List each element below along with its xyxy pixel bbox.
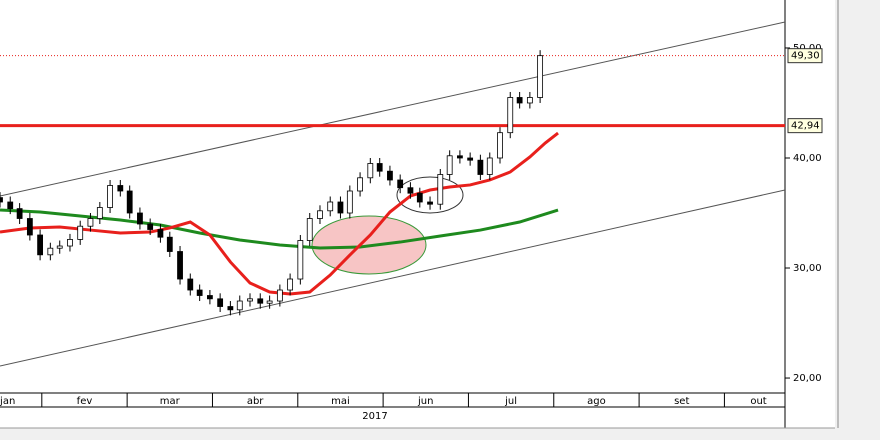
chart-background xyxy=(0,0,835,428)
candle-body xyxy=(26,218,33,236)
candle-body xyxy=(157,229,164,238)
x-tick-label: out xyxy=(750,396,766,407)
candle-body xyxy=(47,247,54,256)
candle-body xyxy=(166,236,173,252)
candle-body xyxy=(467,157,474,161)
candle-body xyxy=(346,190,353,214)
candle-body xyxy=(537,55,544,98)
candle-body xyxy=(107,185,113,208)
x-tick-label: jan xyxy=(0,396,15,407)
price-tag-label: 42,94 xyxy=(791,121,820,132)
candle-body xyxy=(357,177,363,192)
x-tick-label: abr xyxy=(247,396,264,407)
candle-body xyxy=(247,298,253,302)
candle-body xyxy=(227,306,234,311)
y-tick-label: 40,00 xyxy=(793,153,822,164)
candle-body xyxy=(526,97,533,104)
x-tick-label: jul xyxy=(504,396,517,407)
moving-average xyxy=(0,131,559,296)
candle-body xyxy=(0,197,3,203)
candle-body xyxy=(236,300,243,311)
candle-body xyxy=(96,207,103,219)
candle-body xyxy=(196,289,203,296)
candle-body xyxy=(207,295,213,300)
candle-body xyxy=(266,300,273,304)
candle-body xyxy=(137,212,143,225)
channel-line xyxy=(0,189,786,367)
price-tag xyxy=(787,118,823,134)
candle-body xyxy=(306,218,313,241)
channel-line xyxy=(0,21,786,197)
candle-body xyxy=(407,187,414,194)
candle-body xyxy=(257,298,264,304)
candle-body xyxy=(376,163,383,172)
candle-body xyxy=(457,155,463,159)
year-label: 2017 xyxy=(362,411,387,422)
candle-body xyxy=(177,251,183,280)
highlight-ellipse xyxy=(396,176,464,214)
y-tick-label: 20,00 xyxy=(793,373,822,384)
candle-body xyxy=(126,190,133,214)
price-tag-label: 49,30 xyxy=(791,51,820,62)
side-panel xyxy=(835,0,880,436)
x-tick-label: fev xyxy=(77,396,93,407)
candle-body xyxy=(56,245,63,249)
y-tick-label: 30,00 xyxy=(793,263,822,274)
candle-body xyxy=(16,208,23,219)
candle-body xyxy=(477,159,484,175)
candle-body xyxy=(497,132,503,159)
candle-body xyxy=(297,240,304,280)
x-tick-label: set xyxy=(674,396,689,407)
price-tag xyxy=(787,48,823,64)
moving-average xyxy=(0,208,559,250)
candle-body xyxy=(147,223,154,230)
candle-body xyxy=(87,218,94,227)
candle-body xyxy=(486,157,493,175)
candle-body xyxy=(7,201,14,210)
candle-body xyxy=(516,97,523,104)
candle-body xyxy=(327,201,334,212)
x-tick-label: jun xyxy=(417,396,433,407)
candle-body xyxy=(337,201,344,214)
candle-body xyxy=(507,97,514,134)
x-tick-label: mai xyxy=(331,396,350,407)
candle-body xyxy=(446,155,453,175)
candle-body xyxy=(427,201,433,205)
candle-body xyxy=(387,170,393,181)
candle-body xyxy=(437,174,444,205)
x-tick-label: ago xyxy=(587,396,606,407)
candle-body xyxy=(397,179,404,189)
candle-body xyxy=(367,163,374,179)
candle-body xyxy=(37,234,44,256)
x-tick-label: mar xyxy=(160,396,181,407)
candle-body xyxy=(67,239,73,247)
candle-body xyxy=(317,210,323,219)
candle-body xyxy=(217,298,224,307)
candle-body xyxy=(77,225,84,240)
candle-body xyxy=(276,289,283,302)
candle-body xyxy=(416,192,423,203)
candle-body xyxy=(287,278,294,291)
candle-body xyxy=(117,185,124,192)
candle-body xyxy=(187,278,194,291)
